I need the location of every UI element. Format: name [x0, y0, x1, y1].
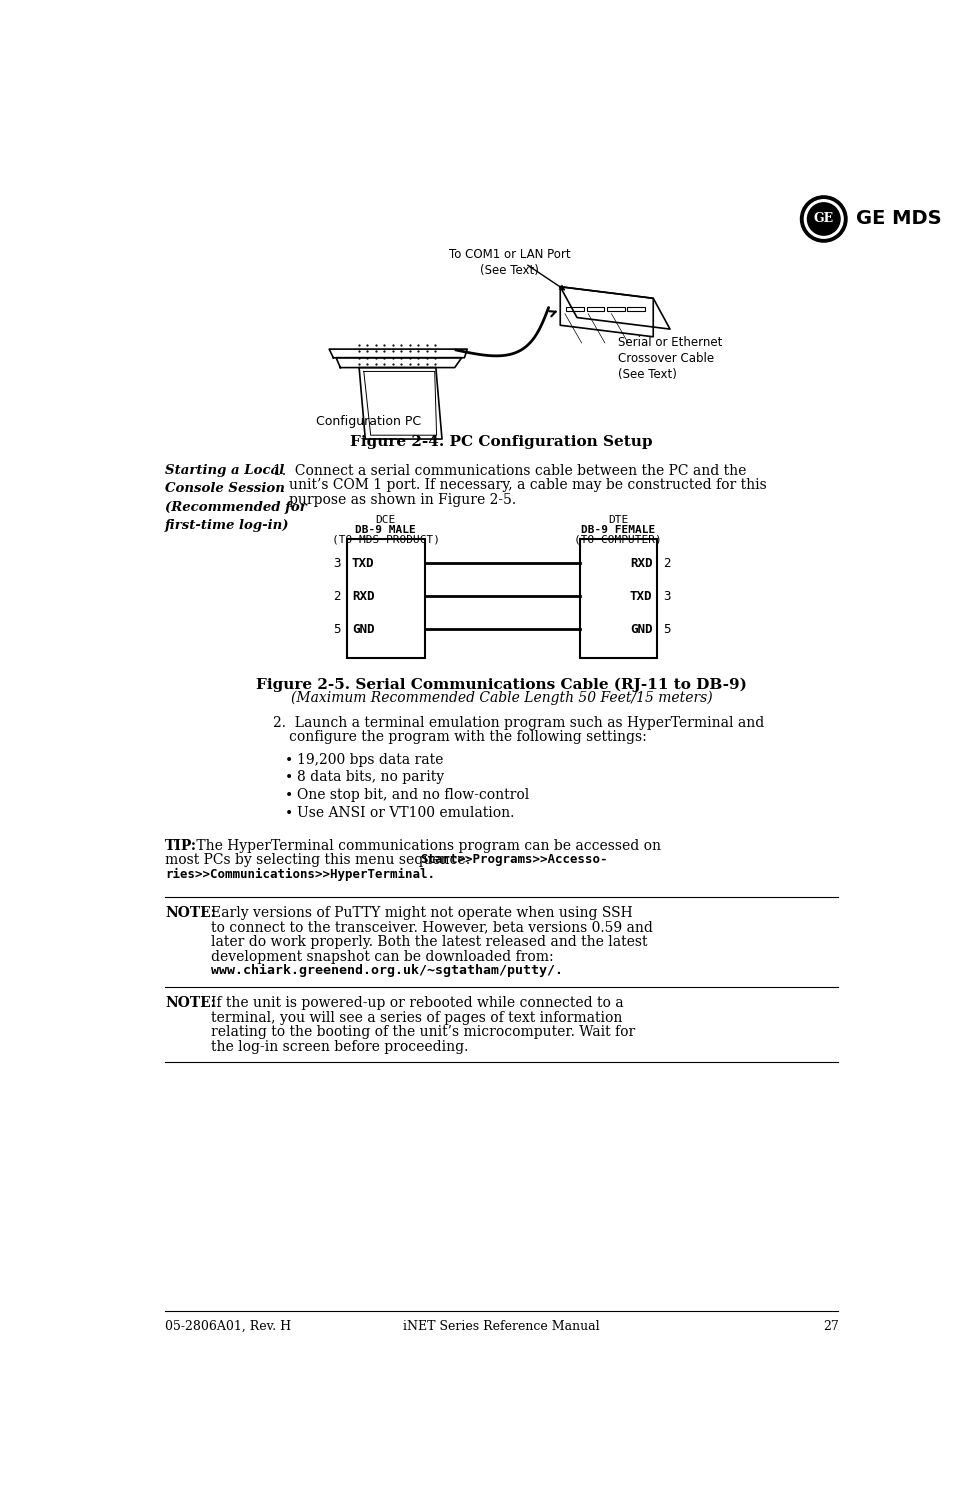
Bar: [579, 538, 656, 657]
Text: development snapshot can be downloaded from:: development snapshot can be downloaded f…: [211, 949, 554, 964]
Bar: [606, 307, 624, 311]
Text: ries>>Communications>>HyperTerminal.: ries>>Communications>>HyperTerminal.: [165, 868, 434, 881]
Bar: [347, 538, 424, 657]
Text: 3: 3: [333, 556, 340, 570]
Text: GND: GND: [629, 623, 651, 636]
Text: The HyperTerminal communications program can be accessed on: The HyperTerminal communications program…: [192, 839, 660, 853]
Circle shape: [800, 196, 846, 242]
Text: GND: GND: [351, 623, 374, 636]
Text: purpose as shown in Figure 2-5.: purpose as shown in Figure 2-5.: [289, 493, 515, 507]
Text: Configuration PC: Configuration PC: [316, 415, 421, 429]
Text: •: •: [285, 788, 293, 802]
Text: to connect to the transceiver. However, beta versions 0.59 and: to connect to the transceiver. However, …: [211, 920, 652, 934]
Text: terminal, you will see a series of pages of text information: terminal, you will see a series of pages…: [211, 1011, 622, 1024]
Text: 5: 5: [663, 623, 670, 636]
Bar: [586, 307, 603, 311]
Text: 27: 27: [822, 1321, 837, 1333]
Text: TIP:: TIP:: [165, 839, 197, 853]
Bar: [626, 307, 645, 311]
Text: Figure 2-5. Serial Communications Cable (RJ-11 to DB-9): Figure 2-5. Serial Communications Cable …: [256, 677, 746, 692]
Text: www.chiark.greenend.org.uk/~sgtatham/putty/.: www.chiark.greenend.org.uk/~sgtatham/put…: [211, 964, 563, 978]
Bar: [566, 307, 584, 311]
Text: Figure 2-4. PC Configuration Setup: Figure 2-4. PC Configuration Setup: [350, 435, 652, 448]
Text: To COM1 or LAN Port
(See Text): To COM1 or LAN Port (See Text): [449, 248, 570, 277]
Text: If the unit is powered-up or rebooted while connected to a: If the unit is powered-up or rebooted wh…: [211, 996, 624, 1009]
Text: 1.  Connect a serial communications cable between the PC and the: 1. Connect a serial communications cable…: [273, 463, 746, 478]
Text: GE MDS: GE MDS: [856, 209, 941, 229]
Text: relating to the booting of the unit’s microcomputer. Wait for: relating to the booting of the unit’s mi…: [211, 1026, 635, 1039]
Text: later do work properly. Both the latest released and the latest: later do work properly. Both the latest …: [211, 935, 647, 949]
Text: •: •: [285, 806, 293, 820]
Text: NOTE:: NOTE:: [165, 905, 216, 920]
Text: 3: 3: [663, 590, 670, 603]
Text: 8 data bits, no parity: 8 data bits, no parity: [296, 770, 443, 784]
Text: most PCs by selecting this menu sequence:: most PCs by selecting this menu sequence…: [165, 853, 474, 868]
Text: RXD: RXD: [351, 590, 374, 603]
Text: unit’s COM 1 port. If necessary, a cable may be constructed for this: unit’s COM 1 port. If necessary, a cable…: [289, 478, 766, 492]
Text: Early versions of PuTTY might not operate when using SSH: Early versions of PuTTY might not operat…: [211, 905, 633, 920]
Text: iNET Series Reference Manual: iNET Series Reference Manual: [403, 1321, 600, 1333]
Text: configure the program with the following settings:: configure the program with the following…: [289, 731, 646, 744]
Text: TXD: TXD: [629, 590, 651, 603]
Text: the log-in screen before proceeding.: the log-in screen before proceeding.: [211, 1039, 468, 1054]
Text: •: •: [285, 752, 293, 767]
Text: Use ANSI or VT100 emulation.: Use ANSI or VT100 emulation.: [296, 806, 513, 820]
Text: One stop bit, and no flow-control: One stop bit, and no flow-control: [296, 788, 528, 802]
Text: TXD: TXD: [351, 556, 374, 570]
Text: NOTE:: NOTE:: [165, 996, 216, 1009]
Text: (Maximum Recommended Cable Length 50 Feet/15 meters): (Maximum Recommended Cable Length 50 Fee…: [290, 690, 712, 705]
Text: 19,200 bps data rate: 19,200 bps data rate: [296, 752, 443, 767]
Text: DCE: DCE: [376, 516, 395, 525]
Text: 5: 5: [333, 623, 340, 636]
Text: GE: GE: [813, 212, 833, 226]
Text: DB-9 FEMALE: DB-9 FEMALE: [581, 525, 655, 535]
Circle shape: [804, 200, 842, 238]
Circle shape: [807, 203, 839, 235]
Text: DTE: DTE: [607, 516, 628, 525]
Text: •: •: [285, 770, 293, 784]
Text: Serial or Ethernet
Crossover Cable
(See Text): Serial or Ethernet Crossover Cable (See …: [618, 335, 722, 381]
Text: DB-9 MALE: DB-9 MALE: [355, 525, 416, 535]
Text: Start>>Programs>>Accesso-: Start>>Programs>>Accesso-: [421, 853, 607, 866]
Text: Starting a Local
Console Session
(Recommended for
first-time log-in): Starting a Local Console Session (Recomm…: [165, 463, 306, 532]
Text: 2: 2: [333, 590, 340, 603]
Text: (TO COMPUTER): (TO COMPUTER): [574, 535, 661, 544]
Text: 05-2806A01, Rev. H: 05-2806A01, Rev. H: [165, 1321, 290, 1333]
Text: RXD: RXD: [629, 556, 651, 570]
Text: (TO MDS PRODUCT): (TO MDS PRODUCT): [332, 535, 439, 544]
Text: 2: 2: [663, 556, 670, 570]
Text: 2.  Launch a terminal emulation program such as HyperTerminal and: 2. Launch a terminal emulation program s…: [273, 716, 764, 729]
